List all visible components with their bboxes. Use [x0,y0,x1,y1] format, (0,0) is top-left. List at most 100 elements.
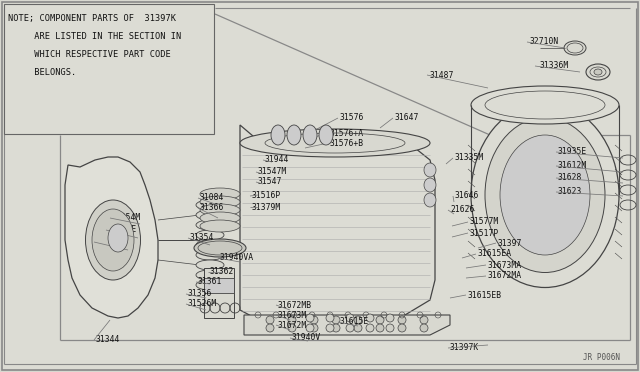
Ellipse shape [200,196,240,208]
Text: 31615EB: 31615EB [468,291,502,299]
Ellipse shape [332,324,340,332]
Ellipse shape [108,224,128,252]
Ellipse shape [266,316,274,324]
Text: 31576: 31576 [340,113,364,122]
Polygon shape [65,157,158,318]
Ellipse shape [354,324,362,332]
Text: 31361: 31361 [198,278,222,286]
Circle shape [326,314,334,322]
Text: 31672MB: 31672MB [278,301,312,310]
Ellipse shape [319,125,333,145]
Ellipse shape [288,324,296,332]
Text: 31577M: 31577M [470,218,499,227]
Circle shape [346,314,354,322]
Text: 31411E: 31411E [108,225,137,234]
Text: 31646: 31646 [455,192,479,201]
Ellipse shape [376,324,384,332]
Text: 31673M: 31673M [278,311,307,320]
Text: 31336M: 31336M [540,61,569,71]
Text: 31354: 31354 [190,234,214,243]
Circle shape [386,324,394,332]
Text: 31628: 31628 [558,173,582,183]
Text: NOTE; COMPONENT PARTS OF  31397K: NOTE; COMPONENT PARTS OF 31397K [8,14,176,23]
Ellipse shape [471,86,619,124]
Ellipse shape [196,220,224,230]
Ellipse shape [398,324,406,332]
Polygon shape [240,125,435,318]
Ellipse shape [196,260,224,270]
Text: 31487: 31487 [430,71,454,80]
Ellipse shape [196,210,224,220]
Text: 31379M: 31379M [252,202,281,212]
Ellipse shape [86,200,141,280]
Ellipse shape [471,103,619,288]
Ellipse shape [398,316,406,324]
Text: 31672MA: 31672MA [488,272,522,280]
Text: 31084: 31084 [200,193,225,202]
Text: 31516P: 31516P [252,192,281,201]
Ellipse shape [564,41,586,55]
Ellipse shape [288,316,296,324]
Ellipse shape [196,200,224,210]
Text: 31612M: 31612M [558,161,588,170]
Ellipse shape [194,239,246,257]
Circle shape [386,314,394,322]
Ellipse shape [485,118,605,273]
Ellipse shape [200,204,240,216]
Text: JR P006N: JR P006N [583,353,620,362]
Text: 31362M: 31362M [96,237,125,247]
Ellipse shape [200,188,240,200]
Ellipse shape [266,324,274,332]
Text: 31366: 31366 [200,203,225,212]
Text: 31672M: 31672M [278,321,307,330]
Ellipse shape [310,324,318,332]
Ellipse shape [424,178,436,192]
Text: 31397: 31397 [498,238,522,247]
Text: 21626: 21626 [450,205,474,215]
Ellipse shape [196,230,224,240]
Ellipse shape [196,250,224,260]
Text: 31944: 31944 [265,155,289,164]
Text: BELONGS.: BELONGS. [8,68,76,77]
Text: 31344: 31344 [96,336,120,344]
Polygon shape [244,315,450,335]
Ellipse shape [420,324,428,332]
Ellipse shape [92,209,134,271]
Ellipse shape [200,220,240,232]
Ellipse shape [240,129,430,157]
Text: 31576+A: 31576+A [330,128,364,138]
Text: 31940V: 31940V [292,334,321,343]
Ellipse shape [310,316,318,324]
Ellipse shape [200,212,240,224]
Text: 31547M: 31547M [258,167,287,176]
Ellipse shape [420,316,428,324]
Circle shape [366,324,374,332]
Ellipse shape [196,270,224,280]
Text: 31356: 31356 [188,289,212,298]
Bar [204,278,234,293]
Text: 31397K: 31397K [450,343,479,353]
Text: 31940VA: 31940VA [220,253,254,263]
Text: 31547: 31547 [258,177,282,186]
Ellipse shape [424,193,436,207]
Text: 31517P: 31517P [470,228,499,237]
Ellipse shape [586,64,610,80]
Text: 31335M: 31335M [455,154,484,163]
Ellipse shape [500,135,590,255]
Ellipse shape [303,125,317,145]
Text: ARE LISTED IN THE SECTION IN: ARE LISTED IN THE SECTION IN [8,32,181,41]
Text: 31623: 31623 [558,187,582,196]
Text: 31673MA: 31673MA [488,260,522,269]
Text: 31615EA: 31615EA [478,250,512,259]
Ellipse shape [594,69,602,75]
Ellipse shape [271,125,285,145]
Ellipse shape [332,316,340,324]
Text: 31647: 31647 [395,113,419,122]
Circle shape [326,324,334,332]
Ellipse shape [196,280,224,290]
Circle shape [306,314,314,322]
Ellipse shape [196,240,224,250]
Text: 31615E: 31615E [340,317,369,327]
Text: 31935E: 31935E [558,148,588,157]
Circle shape [306,324,314,332]
